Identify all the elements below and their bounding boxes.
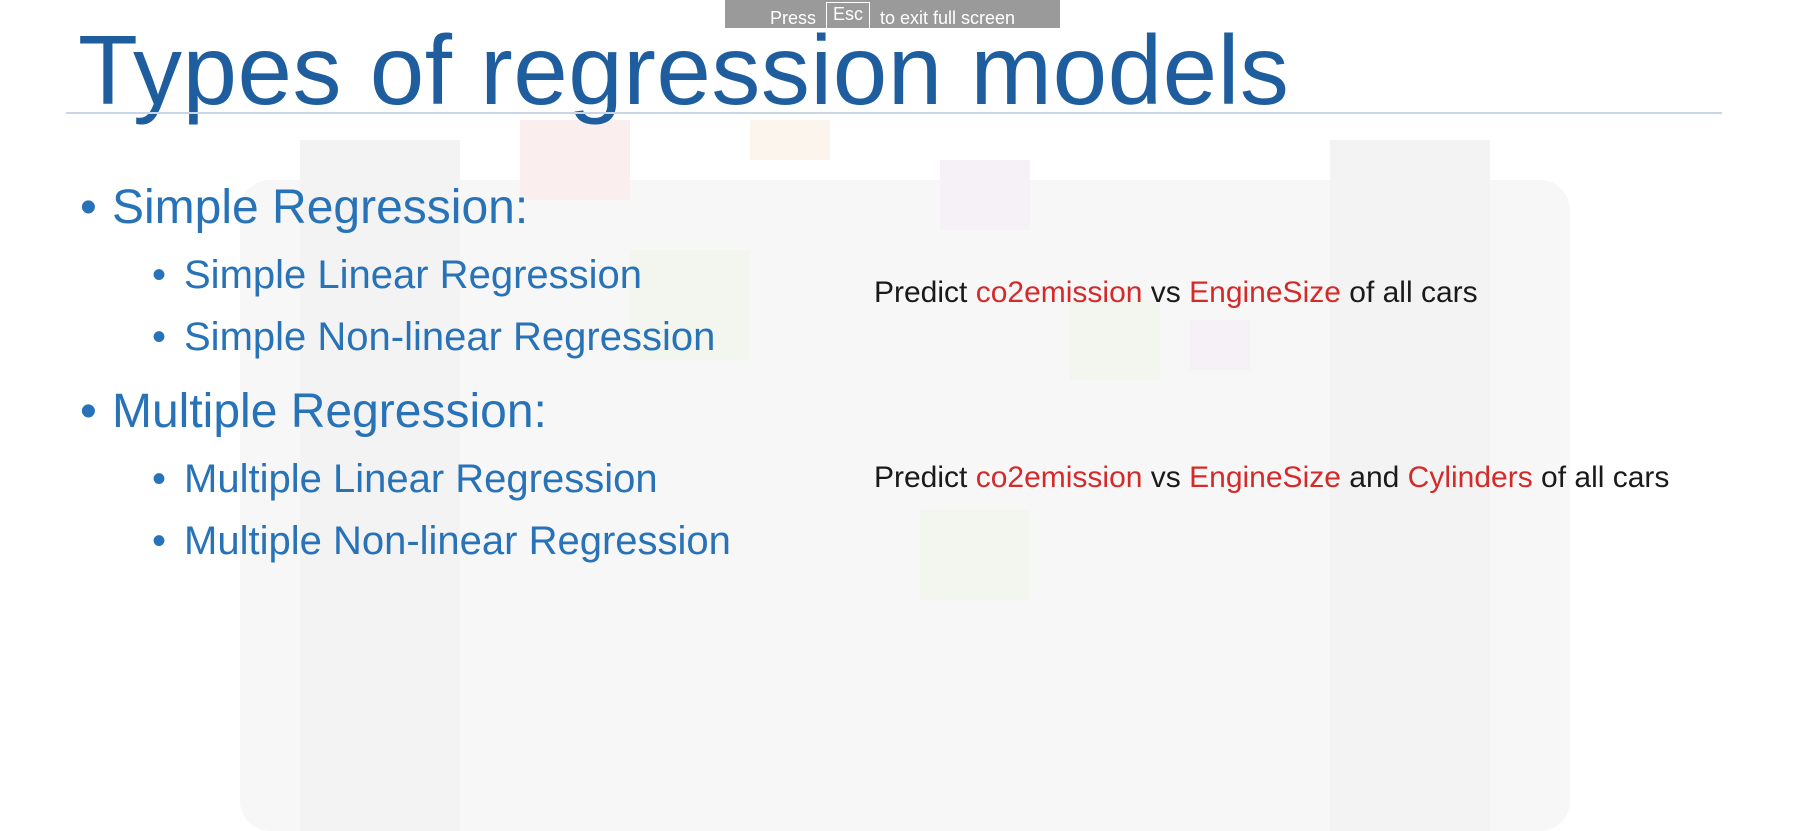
slide-title: Types of regression models (78, 15, 1290, 125)
list-item: • Multiple Non-linear Regression (152, 519, 731, 564)
bullet-icon: • (152, 253, 167, 297)
banner-press-text: Press (769, 8, 816, 28)
banner-exit-text: to exit full screen (879, 8, 1016, 28)
list-item-label: Simple Non-linear Regression (184, 315, 716, 359)
list-item: • Simple Linear Regression (152, 253, 642, 298)
bullet-icon: • (152, 315, 167, 359)
example-connector: vs (1142, 461, 1190, 494)
bullet-icon: • (80, 385, 97, 438)
example-prefix: Predict (874, 276, 976, 309)
example-simple: Predict co2emission vs EngineSize of all… (874, 276, 1478, 310)
example-suffix: of all cars (1340, 276, 1478, 309)
section-heading-label: Multiple Regression: (112, 385, 547, 438)
list-item: • Multiple Linear Regression (152, 457, 658, 502)
example-var-cylinders: Cylinders (1407, 461, 1533, 494)
bullet-icon: • (80, 181, 97, 234)
list-item-label: Simple Linear Regression (184, 253, 643, 297)
example-var-co2emission: co2emission (975, 276, 1143, 309)
section-heading-simple: • Simple Regression: (80, 180, 528, 235)
example-multiple: Predict co2emission vs EngineSize and Cy… (874, 461, 1669, 495)
section-heading-label: Simple Regression: (112, 181, 529, 234)
example-prefix: Predict (874, 461, 976, 494)
example-var-enginesize: EngineSize (1189, 276, 1341, 309)
example-connector: vs (1142, 276, 1190, 309)
section-heading-multiple: • Multiple Regression: (80, 384, 547, 439)
list-item-label: Multiple Non-linear Regression (184, 519, 731, 563)
fullscreen-exit-banner: Press Esc to exit full screen (725, 0, 1060, 28)
list-item: • Simple Non-linear Regression (152, 315, 715, 360)
example-connector: and (1340, 461, 1408, 494)
esc-key-badge: Esc (825, 2, 870, 28)
example-var-enginesize: EngineSize (1189, 461, 1341, 494)
example-suffix: of all cars (1532, 461, 1670, 494)
list-item-label: Multiple Linear Regression (184, 457, 658, 501)
bullet-icon: • (152, 457, 167, 501)
example-var-co2emission: co2emission (975, 461, 1143, 494)
bullet-icon: • (152, 519, 167, 563)
title-divider (66, 112, 1722, 114)
